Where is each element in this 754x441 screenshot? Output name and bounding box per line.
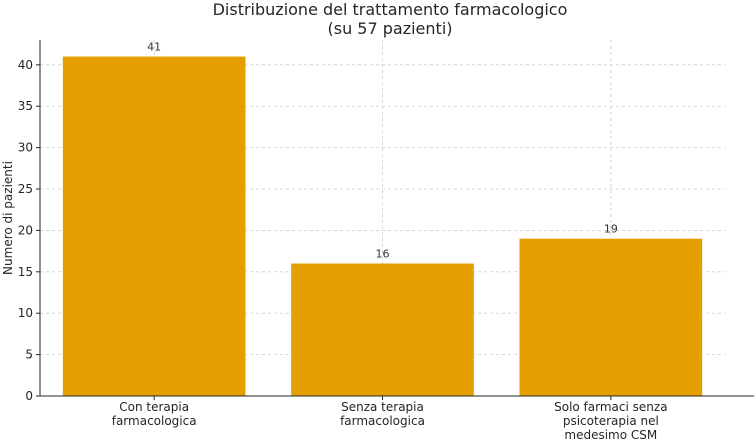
bar — [291, 263, 474, 396]
bar-value-label: 41 — [147, 41, 161, 54]
bar — [519, 238, 703, 396]
y-tick-label: 20 — [18, 223, 33, 237]
x-tick-label-line: farmacologica — [112, 414, 197, 428]
x-tick-label: Con terapia farmacologica — [112, 400, 197, 428]
y-tick-label: 30 — [18, 141, 33, 155]
x-tick-label-line: psicoterapia nel — [563, 414, 659, 428]
axes — [39, 40, 754, 397]
bar-value-label: 16 — [376, 248, 390, 261]
y-tick-label: 10 — [18, 306, 33, 320]
x-tick-label: Solo farmaci senza psicoterapia nel medesi… — [554, 400, 667, 441]
y-tick-label: 35 — [18, 99, 33, 113]
chart-title-line: Distribuzione del trattamento farmacolog… — [213, 0, 568, 19]
chart-title-line: (su 57 pazienti) — [328, 19, 453, 38]
x-tick-label-line: farmacologica — [340, 414, 425, 428]
y-tick-label: 0 — [25, 389, 33, 403]
y-tick-label: 15 — [18, 265, 33, 279]
bar — [62, 56, 246, 397]
x-tick-label: Senza terapia farmacologica — [340, 400, 425, 428]
y-tick-label: 25 — [18, 182, 33, 196]
bar-value-label: 19 — [604, 223, 618, 236]
bars: 41 16 19 — [62, 41, 703, 397]
y-tick-label: 5 — [25, 348, 33, 362]
x-tick-label-line: Con terapia — [119, 400, 189, 414]
chart-title: Distribuzione del trattamento farmacolog… — [213, 0, 568, 38]
y-axis-label: Numero di pazienti — [1, 161, 15, 275]
y-tick-label: 40 — [18, 58, 33, 72]
x-tick-label-line: Senza terapia — [341, 400, 424, 414]
x-tick-label-line: medesimo CSM — [564, 428, 657, 441]
x-tick-label-line: Solo farmaci senza — [554, 400, 667, 414]
y-axis-ticks: 0 5 10 15 20 25 30 35 40 — [18, 58, 40, 403]
